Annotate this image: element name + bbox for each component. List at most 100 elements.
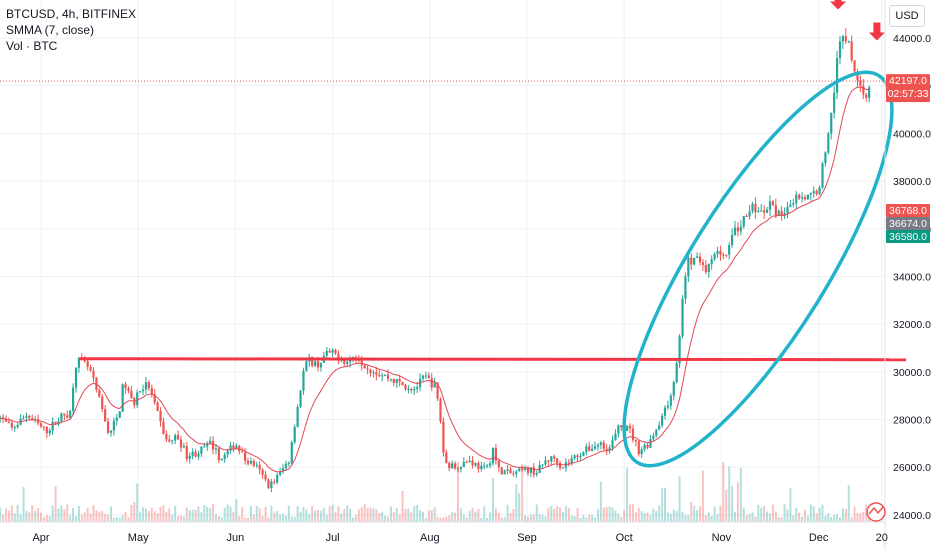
volume-bar [346,505,349,522]
candle-body [383,374,387,376]
candle-body [381,375,384,377]
volume-bar [573,516,576,522]
candle-body [841,36,844,42]
down-arrow-icon[interactable] [868,22,885,41]
volume-bar [605,507,608,522]
price-tick-label: 24000.0 [893,510,931,522]
annotation-arrows[interactable] [830,0,885,41]
candle-body [203,446,206,448]
volume-bar [156,513,159,522]
tradingview-logo-icon[interactable] [866,502,886,522]
volume-bar [757,505,760,522]
candle-body [792,203,795,205]
down-arrow-icon[interactable] [830,0,847,10]
candle-body [98,389,101,397]
volume-bar [640,511,643,522]
legend-volume[interactable]: Vol · BTC [6,39,58,53]
volume-bar [220,517,223,522]
volume-bar [766,511,769,522]
candle-body [118,411,121,418]
candle-body [60,413,63,422]
volume-bar [719,505,722,522]
volume-bar [255,505,258,522]
price-tick-label: 44000.0 [893,33,931,45]
candle-body [786,206,789,214]
volume-bar [486,517,489,522]
volume-bar [31,505,34,522]
currency-unit-button[interactable]: USD [889,5,925,27]
volume-bar [521,464,524,522]
candle-body [733,227,737,235]
volume-bar [349,508,352,522]
volume-bar [564,506,567,522]
candle-body [232,445,235,449]
candle-body [421,375,425,379]
candle-body [343,359,346,364]
volume-bar [200,512,203,522]
volume-bar [424,517,427,522]
volume-bar [98,511,101,522]
volume-bar [838,517,841,522]
volume-bar [179,515,182,522]
candle-body [471,460,474,466]
price-axis[interactable]: 24000.0 26000.0 28000.0 30000.0 32000.0 34000… [893,33,931,522]
volume-bar [57,508,60,522]
volume-bar [421,511,424,522]
candle-body [614,433,617,441]
volume-bar [506,504,509,522]
candle-body [13,427,16,429]
candle-body [850,41,853,61]
volume-bar [596,509,599,522]
candle-body [751,203,754,212]
volume-bar [115,517,118,522]
time-tick-label: Nov [712,532,732,544]
candle-body [643,444,646,450]
volume-bar [410,512,413,522]
legend-indicator[interactable]: SMMA (7, close) [6,23,95,37]
volume-bar [72,508,75,522]
volume-bar [69,515,72,522]
time-tick-label: 20 [876,532,888,544]
volume-bar [104,513,107,522]
price-label-box [886,74,930,103]
volume-bar [89,513,92,522]
candle-body [865,94,868,98]
volume-bar [212,504,215,522]
annotation-ellipse[interactable] [580,40,932,499]
candle-body [182,446,185,448]
resistance-line[interactable] [79,357,907,362]
volume-bar [413,506,416,522]
candle-body [771,201,775,206]
volume-bar [585,517,588,522]
volume-bar [299,511,302,522]
volume-bar [707,512,710,522]
candle-body [71,387,75,411]
volume-bar [465,517,468,522]
candle-body [783,213,786,216]
volume-bar [182,516,185,522]
volume-bar [491,478,494,522]
volume-bar [273,512,276,522]
time-axis[interactable]: Apr May Jun Jul Aug Sep Oct Nov Dec 20 [32,532,887,544]
volume-bar [862,511,865,522]
candle-body [424,375,428,377]
candle-body [270,481,273,489]
volume-bar [118,517,121,522]
volume-bar [859,513,862,522]
volume-bar [637,507,640,522]
volume-bar [760,507,763,522]
candle-body [436,382,439,399]
candle-body [378,374,381,377]
volume-bar [594,517,597,522]
volume-bar [319,510,322,522]
candle-body [824,152,827,164]
candle-body [22,417,25,419]
candle-body [372,372,375,374]
volume-bar [474,511,477,522]
volume-bar [693,505,696,522]
volume-bar [142,507,145,522]
volume-bar [806,515,809,522]
legend-symbol[interactable]: BTCUSD, 4h, BITFINEX [6,7,137,21]
candle-body [386,374,390,379]
